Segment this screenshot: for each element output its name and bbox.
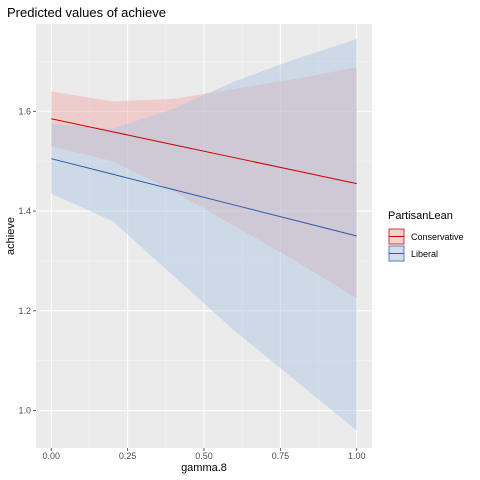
x-tick-label: 0.00 (43, 451, 61, 461)
lines-layer (51, 118, 357, 237)
y-axis-title: achieve (5, 217, 17, 255)
ribbon-liberal (51, 38, 357, 431)
legend-items: Conservative Liberal (388, 228, 464, 262)
x-axis-title: gamma.8 (181, 462, 227, 474)
legend-item-conservative: Conservative (388, 228, 464, 245)
grid-layer (36, 24, 372, 448)
legend-label: Conservative (411, 232, 464, 242)
legend-label: Liberal (411, 249, 438, 259)
x-tick-label: 0.50 (195, 451, 213, 461)
ribbon-conservative (51, 67, 357, 299)
x-tick-label: 0.75 (272, 451, 290, 461)
line-liberal (51, 158, 357, 237)
y-tick-label: 1.6 (18, 106, 31, 116)
y-tick-label: 1.2 (18, 306, 31, 316)
x-tick-label: 1.00 (348, 451, 366, 461)
y-axis-ticks: 1.0 1.2 1.4 1.6 (18, 106, 36, 416)
x-tick-label: 0.25 (119, 451, 137, 461)
line-conservative (51, 118, 357, 185)
x-axis-ticks: 0.00 0.25 0.50 0.75 1.00 (43, 448, 366, 461)
chart-title: Predicted values of achieve (7, 5, 166, 20)
legend-title: PartisanLean (388, 210, 453, 222)
y-tick-label: 1.4 (18, 206, 31, 216)
legend-item-liberal: Liberal (388, 245, 438, 262)
legend: PartisanLean Conservative Liberal (388, 210, 464, 262)
ribbons-layer (51, 38, 357, 431)
y-tick-label: 1.0 (18, 406, 31, 416)
